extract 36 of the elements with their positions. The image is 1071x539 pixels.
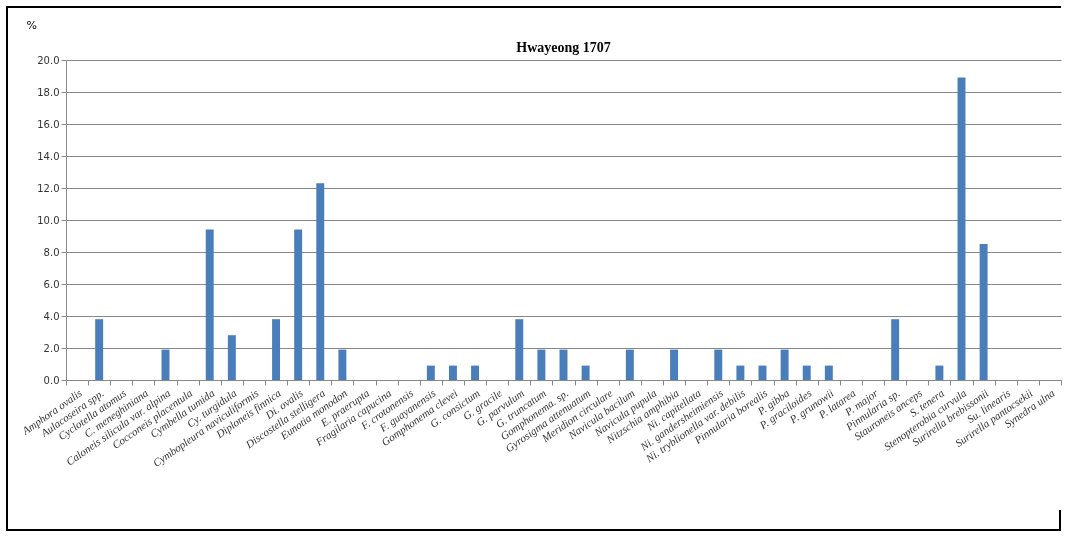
bar (515, 319, 524, 380)
bar (736, 365, 745, 380)
bar (227, 335, 236, 380)
bar (448, 365, 457, 380)
bar (935, 365, 944, 380)
bar (670, 349, 679, 380)
bar (338, 349, 347, 380)
y-tick-label: 8.0 (43, 246, 60, 258)
bar (316, 183, 325, 380)
bar (294, 229, 303, 380)
bar (979, 244, 988, 380)
bar (802, 365, 811, 380)
bar (471, 365, 480, 380)
bar (581, 365, 590, 380)
bar (780, 349, 789, 380)
bar (272, 319, 281, 380)
y-tick-label: 12.0 (37, 182, 60, 194)
bar (625, 349, 634, 380)
y-tick-label: 6.0 (43, 278, 60, 290)
bar (537, 349, 546, 380)
y-tick-label: 2.0 (43, 342, 60, 354)
bar (891, 319, 900, 380)
y-tick-label: 0.0 (43, 374, 60, 386)
y-tick-label: 16.0 (37, 118, 60, 130)
chart-title: Hwayeong 1707 (516, 40, 611, 55)
bar (95, 319, 104, 380)
y-axis-title: % (26, 18, 37, 32)
bar (714, 349, 723, 380)
bar (824, 365, 833, 380)
y-tick-label: 10.0 (37, 214, 60, 226)
y-tick-label: 20.0 (37, 54, 60, 66)
bar (205, 229, 214, 380)
y-tick-label: 18.0 (37, 86, 60, 98)
y-tick-label: 4.0 (43, 310, 60, 322)
bar (426, 365, 435, 380)
y-tick-label: 14.0 (37, 150, 60, 162)
